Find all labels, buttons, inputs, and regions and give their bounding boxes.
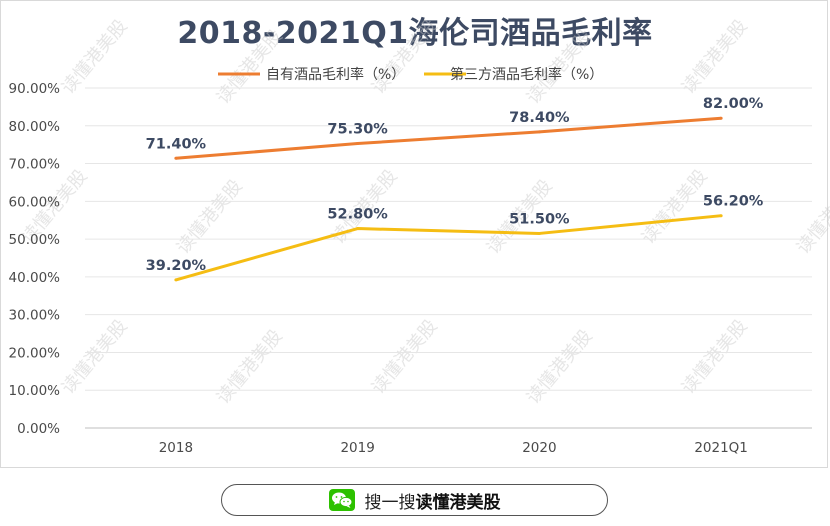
watermark-text: 读懂港美股	[368, 316, 442, 398]
data-label: 78.40%	[509, 110, 570, 126]
search-brand-text: 读懂港美股	[415, 492, 501, 513]
data-label-layer: 71.40% 75.30% 78.40% 82.00% 39.20% 52.80% 51.5…	[146, 96, 764, 274]
series-line	[175, 116, 722, 160]
data-label: 39.20%	[146, 258, 207, 274]
data-label: 82.00%	[703, 96, 764, 112]
y-tick-label: 70.00%	[9, 157, 61, 173]
data-label: 56.20%	[703, 194, 764, 210]
legend-label: 自有酒品毛利率（%）	[266, 66, 405, 83]
watermark-text: 读懂港美股	[793, 176, 830, 258]
search-prefix-text: 搜一搜	[364, 492, 416, 513]
data-point	[174, 156, 178, 160]
data-point	[537, 130, 541, 134]
y-tick-label: 0.00%	[17, 421, 60, 437]
watermark-text: 读懂港美股	[213, 326, 287, 408]
search-banner[interactable]: 搜一搜 读懂港美股	[221, 484, 608, 516]
data-label: 71.40%	[146, 136, 207, 152]
y-tick-label: 30.00%	[9, 308, 61, 324]
data-label: 51.50%	[509, 211, 570, 227]
y-tick-label: 60.00%	[9, 194, 61, 210]
series-line	[175, 214, 722, 282]
watermark-text: 读懂港美股	[678, 316, 752, 398]
watermark-text: 读懂港美股	[523, 326, 597, 408]
data-point	[719, 214, 723, 218]
data-label: 75.30%	[327, 122, 388, 138]
watermark-text: 读懂港美股	[173, 176, 247, 258]
y-tick-label: 90.00%	[9, 81, 61, 97]
data-point	[537, 231, 541, 235]
x-tick-label: 2018	[159, 440, 193, 456]
x-tick-label: 2021Q1	[694, 440, 748, 456]
legend: 自有酒品毛利率（%） 第三方酒品毛利率（%）	[218, 66, 603, 83]
watermark-text: 读懂港美股	[58, 16, 132, 98]
wechat-icon	[328, 489, 355, 511]
legend-label: 第三方酒品毛利率（%）	[450, 66, 603, 83]
watermark-text: 读懂港美股	[678, 16, 752, 98]
x-tick-label: 2020	[522, 440, 556, 456]
data-point	[356, 142, 360, 146]
x-axis: 2018 2019 2020 2021Q1	[159, 440, 748, 456]
data-label: 52.80%	[327, 207, 388, 223]
watermark-text: 读懂港美股	[368, 16, 442, 98]
series-layer	[174, 116, 723, 282]
data-point	[174, 278, 178, 282]
data-point	[719, 116, 723, 120]
x-tick-label: 2019	[340, 440, 374, 456]
y-tick-label: 80.00%	[9, 119, 61, 135]
y-tick-label: 50.00%	[9, 232, 61, 248]
watermark-text: 读懂港美股	[638, 166, 712, 248]
y-axis: 0.00% 10.00% 20.00% 30.00% 40.00% 50.00% 60.00…	[9, 81, 61, 437]
y-tick-label: 20.00%	[9, 345, 61, 361]
chart-title: 2018-2021Q1海伦司酒品毛利率	[177, 16, 653, 51]
y-tick-label: 10.00%	[9, 383, 61, 399]
grid-layer	[85, 87, 812, 429]
y-tick-label: 40.00%	[9, 270, 61, 286]
data-point	[356, 227, 360, 231]
watermark-text: 读懂港美股	[58, 316, 132, 398]
